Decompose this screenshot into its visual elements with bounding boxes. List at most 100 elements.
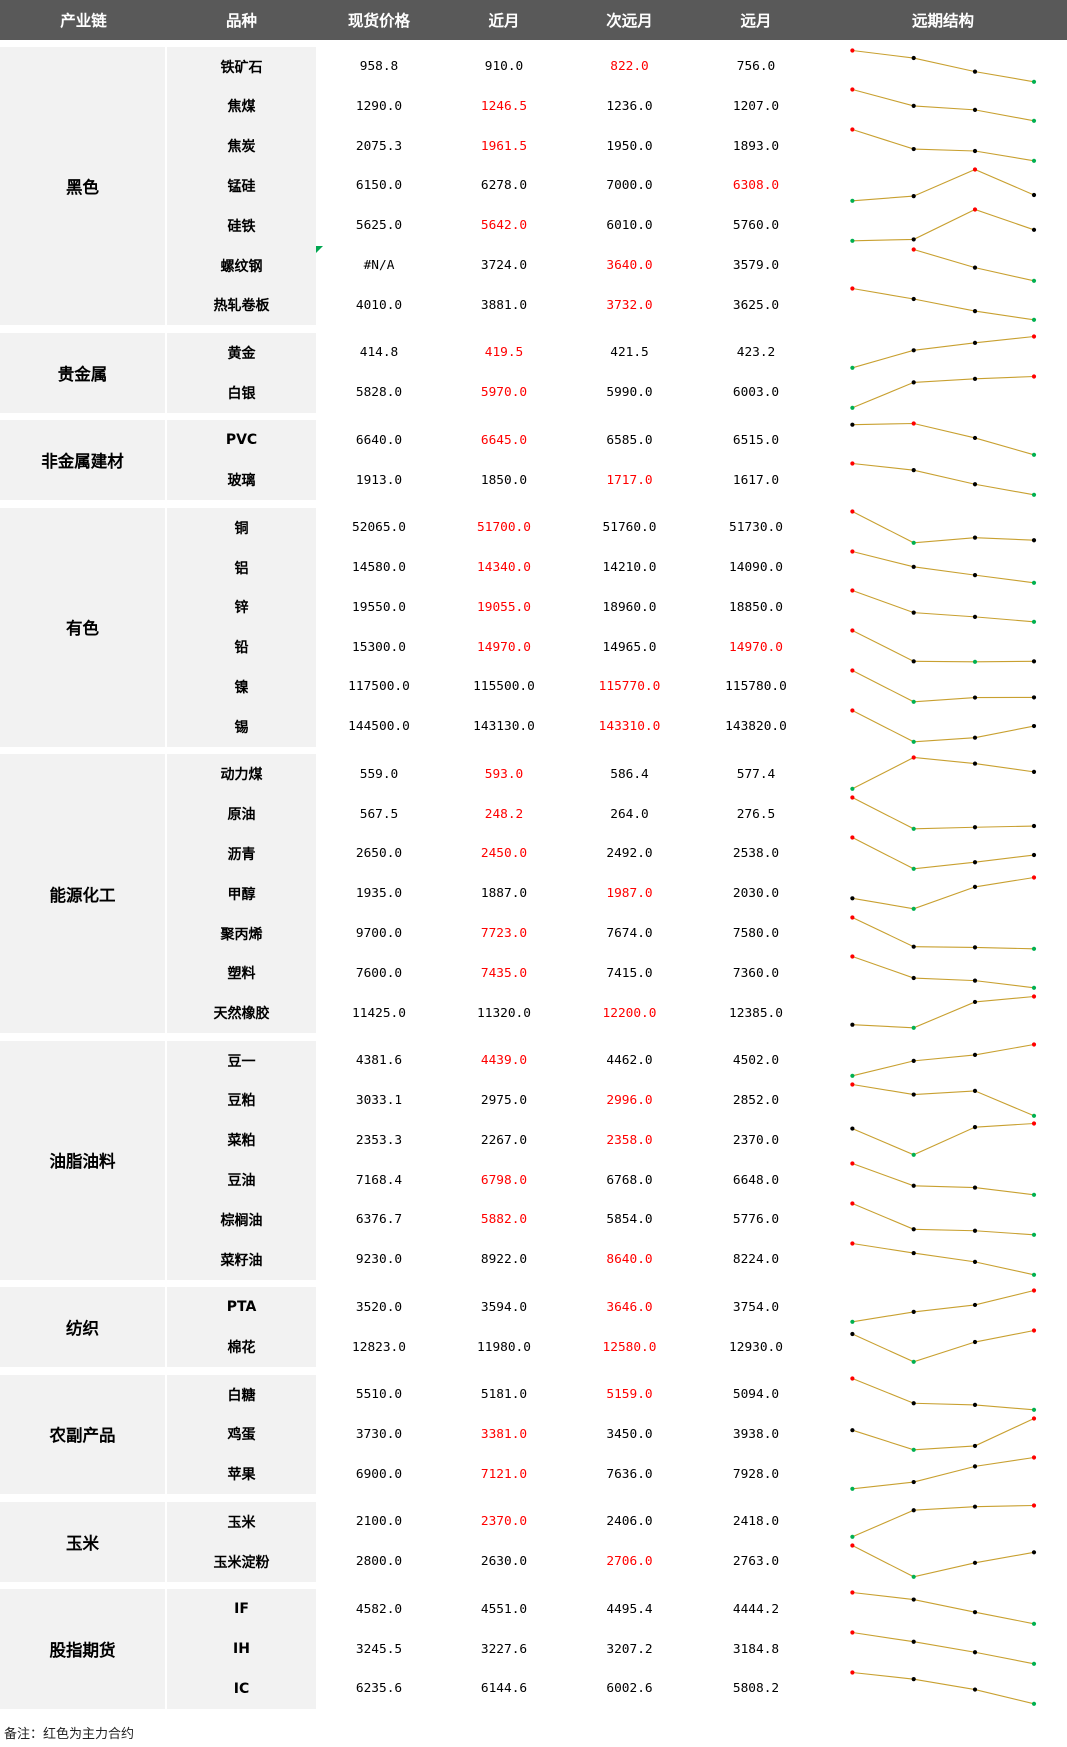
forward-curve-sparkline: [850, 334, 1037, 370]
forward-structure-cell: [819, 627, 1067, 667]
near-month-cell: 51700.0: [442, 508, 566, 548]
sparkline-point: [1031, 852, 1037, 858]
price-value: 2370.0: [480, 1514, 528, 1530]
sparkline-point: [972, 69, 978, 74]
table-row: IF 4582.0 4551.0 4495.4 4444.2: [167, 1589, 1067, 1630]
next-month-cell: 2406.0: [566, 1502, 693, 1542]
near-month-cell: 2370.0: [442, 1502, 566, 1542]
group-rows: 豆一 4381.6 4439.0 4462.0 4502.0 豆粕 3033.1 2975.0…: [167, 1040, 1067, 1280]
price-value: 1961.5: [480, 138, 528, 154]
product-name: 聚丙烯: [167, 913, 316, 954]
price-value: 1717.0: [606, 472, 653, 488]
far-month-cell: 3754.0: [693, 1287, 819, 1327]
price-value: 822.0: [610, 59, 649, 75]
sparkline-point-low: [850, 238, 855, 243]
price-value: 9230.0: [355, 1252, 403, 1268]
spot-price-cell: 2800.0: [316, 1542, 442, 1582]
sparkline-point-high: [850, 87, 855, 93]
price-value: 2538.0: [732, 846, 780, 862]
forward-structure-cell: [819, 1502, 1067, 1542]
table-row: IH 3245.5 3227.6 3207.2 3184.8: [167, 1629, 1067, 1669]
forward-structure-cell: [819, 1240, 1067, 1280]
sparkline-line: [852, 1592, 1035, 1625]
near-month-cell: 6278.0: [442, 166, 566, 206]
price-value: 756.0: [736, 59, 776, 75]
price-value: 5776.0: [732, 1212, 780, 1228]
product-name: 玉米淀粉: [167, 1541, 316, 1582]
price-value: 586.4: [610, 766, 649, 782]
price-value: 3227.6: [480, 1641, 528, 1657]
near-month-cell: 14340.0: [442, 548, 566, 588]
price-value: 6308.0: [732, 178, 780, 194]
price-value: 2706.0: [606, 1554, 653, 1570]
sparkline-point: [972, 1464, 978, 1469]
sparkline-line: [852, 1290, 1035, 1323]
product-name: IF: [167, 1589, 316, 1630]
forward-structure-cell: [819, 667, 1067, 707]
price-value: 1207.0: [732, 98, 780, 114]
sparkline-point: [972, 1259, 978, 1264]
forward-curve-sparkline: [850, 755, 1037, 792]
industry-group: 油脂油料 豆一 4381.6 4439.0 4462.0 4502.0 豆粕 3033.1 29…: [0, 1040, 1067, 1280]
sparkline-point: [972, 149, 978, 154]
price-value: 2358.0: [606, 1132, 653, 1148]
far-month-cell: 6515.0: [693, 420, 819, 460]
sparkline-point: [972, 1504, 978, 1509]
near-month-cell: 5970.0: [442, 373, 566, 413]
industry-group: 贵金属 黄金 414.8 419.5 421.5 423.2 白银 5828.0 5970.0 5…: [0, 333, 1067, 413]
far-month-cell: 5808.2: [693, 1669, 819, 1709]
far-month-cell: 18850.0: [693, 587, 819, 627]
spot-price-cell: 6235.6: [316, 1669, 442, 1709]
price-value: 115780.0: [725, 679, 787, 695]
price-value: 4439.0: [480, 1053, 528, 1069]
far-month-cell: 1893.0: [693, 126, 819, 166]
sparkline-point-high: [850, 1543, 855, 1548]
sparkline-point-high: [1031, 334, 1037, 339]
far-month-cell: 5094.0: [693, 1375, 819, 1415]
forward-structure-cell: [819, 794, 1067, 834]
forward-curve-sparkline: [850, 1042, 1037, 1078]
price-value: 51730.0: [729, 520, 783, 536]
price-value: 1246.5: [480, 98, 528, 114]
near-month-cell: 2975.0: [442, 1081, 566, 1121]
price-value: 1236.0: [606, 98, 653, 114]
industry-chain-label: 能源化工: [0, 754, 165, 1033]
sparkline-point: [911, 659, 916, 664]
sparkline-point: [972, 615, 978, 620]
price-value: 7000.0: [606, 178, 653, 194]
spot-price-cell: 7600.0: [316, 953, 442, 993]
group-rows: 玉米 2100.0 2370.0 2406.0 2418.0 玉米淀粉 2800.0 2630…: [167, 1501, 1067, 1582]
product-name: 天然橡胶: [167, 993, 316, 1033]
sparkline-point: [972, 978, 978, 984]
sparkline-point: [911, 55, 916, 60]
sparkline-point-low: [1031, 1701, 1037, 1706]
table-row: 聚丙烯 9700.0 7723.0 7674.0 7580.0: [167, 913, 1067, 954]
far-month-cell: 2418.0: [693, 1502, 819, 1542]
spot-price-cell: 5625.0: [316, 206, 442, 246]
product-name: 白银: [167, 372, 316, 413]
price-value: 7360.0: [732, 965, 780, 981]
far-month-cell: 7928.0: [693, 1454, 819, 1494]
far-month-cell: 423.2: [693, 333, 819, 373]
sparkline-point: [972, 1650, 978, 1655]
far-month-cell: 12385.0: [693, 993, 819, 1033]
forward-structure-cell: [819, 47, 1067, 87]
sparkline-point: [972, 265, 978, 270]
spot-price-cell: 1290.0: [316, 86, 442, 126]
price-value: 2996.0: [606, 1092, 653, 1108]
price-value: 6002.6: [606, 1681, 653, 1697]
forward-curve-sparkline: [850, 127, 1037, 164]
sparkline-point-low: [911, 1025, 916, 1031]
sparkline-point: [1031, 695, 1037, 700]
forward-curve-sparkline: [850, 1543, 1037, 1579]
forward-curve-sparkline: [850, 795, 1037, 832]
price-value: 910.0: [484, 59, 524, 75]
sparkline-line: [852, 168, 1035, 202]
price-value: 2100.0: [355, 1514, 403, 1530]
forward-curve-sparkline: [850, 286, 1037, 323]
near-month-cell: 3881.0: [442, 285, 566, 325]
product-name: 动力煤: [167, 754, 316, 795]
sparkline-point: [911, 1676, 916, 1682]
forward-structure-cell: [819, 1542, 1067, 1582]
price-value: 567.5: [359, 806, 399, 822]
